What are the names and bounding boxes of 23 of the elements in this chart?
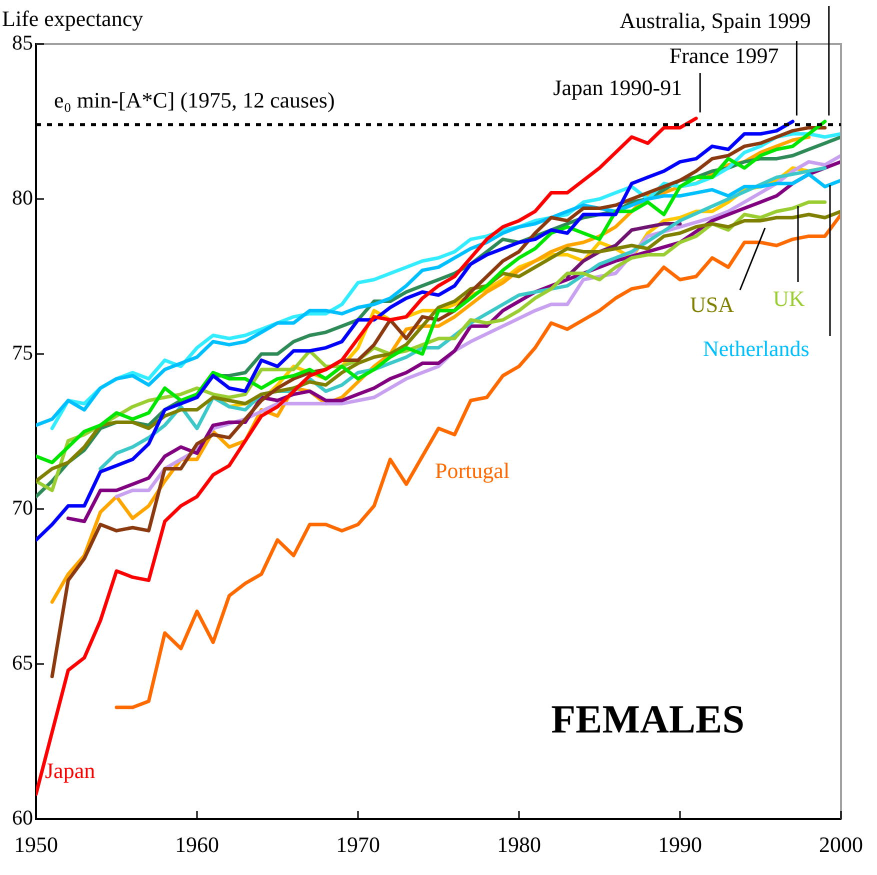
x-tick-label: 1980 — [497, 832, 541, 857]
x-tick-label: 1990 — [658, 832, 702, 857]
y-tick-label: 70 — [12, 496, 33, 520]
text: USA — [690, 292, 734, 317]
annotation: France 1997 — [669, 43, 779, 68]
y-tick-label: 80 — [12, 186, 33, 210]
y-tick-label: 75 — [12, 340, 33, 365]
y-tick-label: 65 — [12, 650, 33, 675]
y-tick-label: 85 — [12, 30, 33, 55]
y-axis-title: Life expectancy — [2, 6, 144, 31]
series-label: Japan — [45, 758, 96, 783]
x-tick-label: 2000 — [819, 832, 863, 857]
x-tick-label: 1960 — [175, 832, 219, 857]
x-tick-label: 1970 — [336, 832, 380, 857]
annotation: FEMALES — [551, 696, 744, 742]
y-tick-label: 60 — [12, 806, 33, 830]
text: Netherlands — [703, 336, 810, 361]
annotation: Australia, Spain 1999 — [620, 8, 811, 33]
text: UK — [773, 286, 805, 311]
x-tick-label: 1950 — [14, 832, 58, 857]
series-label: Portugal — [435, 458, 510, 483]
ref-line-label: e₀ min-[A*C] (1975, 12 causes) — [54, 88, 335, 113]
annotation: Japan 1990-91 — [553, 75, 682, 100]
